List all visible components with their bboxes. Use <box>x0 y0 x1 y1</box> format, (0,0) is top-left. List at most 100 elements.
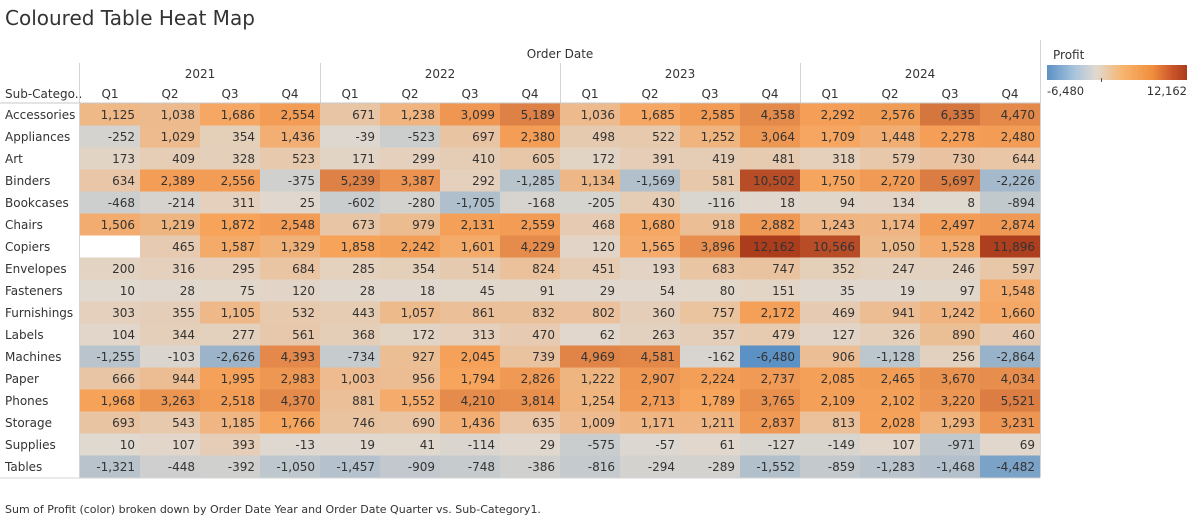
cell-value-label: 1,003 <box>341 372 375 386</box>
cell-value-label: 673 <box>352 218 375 232</box>
heatmap-cell <box>80 169 140 192</box>
heatmap-cell <box>680 169 740 192</box>
legend-color-bar[interactable] <box>1047 65 1187 80</box>
cell-value-label: 746 <box>352 416 375 430</box>
heatmap-cell <box>680 279 740 302</box>
cell-value-label: 360 <box>652 306 675 320</box>
heatmap-cell <box>800 323 860 346</box>
cell-value-label: 3,064 <box>761 130 795 144</box>
heatmap-cell <box>140 367 200 390</box>
cell-value-label: 693 <box>112 416 135 430</box>
cell-value-label: 813 <box>832 416 855 430</box>
heatmap-cell <box>980 455 1040 478</box>
cell-value-label: 3,220 <box>941 394 975 408</box>
cell-value-label: 2,389 <box>161 174 195 188</box>
cell-value-label: 1,057 <box>401 306 435 320</box>
heatmap-cell <box>380 301 440 324</box>
cell-value-label: 1,565 <box>641 240 675 254</box>
heatmap-cell <box>860 301 920 324</box>
cell-value-label: -103 <box>168 350 195 364</box>
quarter-label: Q1 <box>581 87 598 101</box>
cell-value-label: -468 <box>108 196 135 210</box>
heatmap-cell <box>80 147 140 170</box>
cell-value-label: 410 <box>472 152 495 166</box>
cell-value-label: 470 <box>532 328 555 342</box>
cell-value-label: 890 <box>952 328 975 342</box>
heatmap-cell <box>200 367 260 390</box>
heatmap-cell <box>260 235 320 258</box>
cell-value-label: 2,837 <box>761 416 795 430</box>
cell-value-label: 173 <box>112 152 135 166</box>
heatmap-cell <box>620 323 680 346</box>
heatmap-cell <box>740 345 800 368</box>
cell-value-label: -289 <box>708 460 735 474</box>
heatmap-cell <box>440 279 500 302</box>
cell-value-label: 326 <box>892 328 915 342</box>
cell-value-label: 4,034 <box>1001 372 1035 386</box>
cell-value-label: -116 <box>708 196 735 210</box>
cell-value-label: 10 <box>120 438 135 452</box>
cell-value-label: 2,172 <box>761 306 795 320</box>
cell-value-label: 1,219 <box>161 218 195 232</box>
cell-value-label: 2,720 <box>881 174 915 188</box>
heatmap-cell <box>980 323 1040 346</box>
heatmap-cell <box>140 279 200 302</box>
heatmap-cell <box>320 235 380 258</box>
heatmap-cell <box>980 103 1040 126</box>
heatmap-cell <box>920 235 980 258</box>
quarter-label: Q1 <box>341 87 358 101</box>
heatmap-cell <box>740 147 800 170</box>
heatmap-cell <box>440 169 500 192</box>
cell-value-label: -1,705 <box>456 196 495 210</box>
heatmap-cell <box>140 213 200 236</box>
cell-value-label: 468 <box>592 218 615 232</box>
heatmap-cell <box>140 147 200 170</box>
cell-value-label: 5,189 <box>521 108 555 122</box>
cell-value-label: 2,554 <box>281 108 315 122</box>
heatmap-cell <box>740 455 800 478</box>
heatmap-cell <box>140 257 200 280</box>
cell-value-label: 295 <box>232 262 255 276</box>
cell-value-label: 2,737 <box>761 372 795 386</box>
heatmap-cell <box>200 169 260 192</box>
cell-value-label: 299 <box>412 152 435 166</box>
heatmap-cell <box>260 323 320 346</box>
heatmap-cell <box>440 257 500 280</box>
legend-min-label: -6,480 <box>1047 84 1085 98</box>
cell-value-label: 200 <box>112 262 135 276</box>
cell-value-label: -575 <box>588 438 615 452</box>
heatmap-cell <box>980 367 1040 390</box>
heatmap-cell <box>440 103 500 126</box>
quarter-label: Q3 <box>701 87 718 101</box>
cell-value-label: 1,125 <box>101 108 135 122</box>
heatmap-cell <box>440 191 500 214</box>
heatmap-cell <box>320 411 380 434</box>
row-header-title: Sub-Catego.. <box>5 87 82 101</box>
heatmap-cell <box>140 455 200 478</box>
cell-value-label: 1,528 <box>941 240 975 254</box>
heatmap-cell <box>80 367 140 390</box>
heatmap-cell <box>140 235 200 258</box>
heatmap-cell <box>140 411 200 434</box>
cell-value-label: -1,457 <box>336 460 375 474</box>
heatmap-cell <box>380 323 440 346</box>
heatmap-cell <box>440 389 500 412</box>
year-label: 2022 <box>425 67 456 81</box>
row-label: Copiers <box>5 240 50 254</box>
heatmap-cell <box>320 169 380 192</box>
cell-value-label: 2,983 <box>281 372 315 386</box>
heatmap-cell <box>680 389 740 412</box>
cell-value-label: 979 <box>412 218 435 232</box>
cell-value-label: 2,548 <box>281 218 315 232</box>
cell-value-label: 2,480 <box>1001 130 1035 144</box>
cell-value-label: 460 <box>1012 328 1035 342</box>
heatmap-cell <box>860 411 920 434</box>
cell-value-label: 861 <box>472 306 495 320</box>
cell-value-label: 523 <box>292 152 315 166</box>
cell-value-label: 2,874 <box>1001 218 1035 232</box>
cell-value-label: 2,576 <box>881 108 915 122</box>
heatmap-cell <box>680 235 740 258</box>
cell-value-label: 2,518 <box>221 394 255 408</box>
heatmap-cell <box>440 213 500 236</box>
cell-value-label: -149 <box>828 438 855 452</box>
